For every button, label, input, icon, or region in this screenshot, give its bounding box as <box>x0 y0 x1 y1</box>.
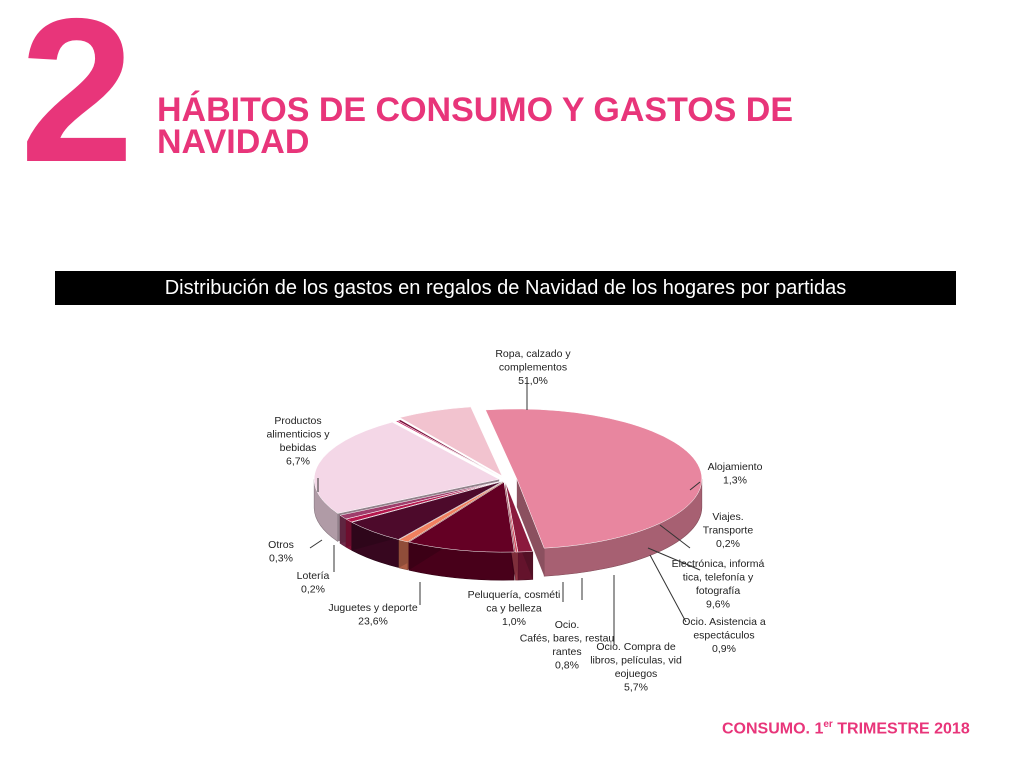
slice-label-line: 51,0% <box>518 375 548 387</box>
slice-label-line: Ocio. Asistencia a <box>682 616 766 628</box>
leader-line-2 <box>659 524 691 549</box>
slice-label-line: 0,3% <box>269 553 293 565</box>
pie-tops <box>313 406 703 553</box>
slice-label-line: fotografía <box>696 585 741 597</box>
slice-label-line: 5,7% <box>624 682 648 694</box>
slice-label-2: Viajes. Transporte 0,2% <box>703 511 754 550</box>
slice-label-11: Productos alimenticios y bebidas 6,7% <box>266 415 330 468</box>
footer-sup: er <box>823 719 833 730</box>
slice-label-line: 0,9% <box>712 643 736 655</box>
slice-label-line: 1,0% <box>502 616 526 628</box>
slice-label-9: Lotería 0,2% <box>297 570 330 596</box>
slice-label-line: 0,8% <box>555 660 579 672</box>
slice-label-4: Ocio. Asistencia a espectáculos 0,9% <box>682 616 766 655</box>
slice-label-5: Ocio. Compra de libros, películas, vid eoj… <box>590 641 682 694</box>
slice-label-line: Lotería <box>297 570 330 582</box>
footer-suffix: TRIMESTRE 2018 <box>832 720 970 738</box>
slice-label-line: 9,6% <box>706 599 730 611</box>
slice-label-line: Cafés, bares, restau <box>520 633 615 645</box>
slice-label-line: Otros <box>268 539 294 551</box>
leader-line-1 <box>689 481 701 491</box>
slice-label-line: Viajes. <box>712 511 743 523</box>
pie-slice-5 <box>351 481 503 540</box>
slice-label-0: Ropa, calzado y complementos 51,0% <box>495 348 571 387</box>
slice-label-3: Electrónica, informá tica, telefonía y fot… <box>672 558 765 611</box>
pie-slice-3 <box>408 481 515 553</box>
pie-labels: Ropa, calzado y complementos 51,0% Alojamie… <box>266 348 765 694</box>
pie-slice-cut <box>516 478 545 577</box>
slice-label-line: bebidas <box>280 442 317 454</box>
leader-line-4 <box>649 554 687 623</box>
pie-slice-7 <box>339 480 502 520</box>
slice-label-line: espectáculos <box>693 630 754 642</box>
slice-label-line: 0,2% <box>716 538 740 550</box>
slice-label-line: tica, telefonía y <box>683 572 754 584</box>
slice-label-line: rantes <box>552 646 581 658</box>
slice-label-line: eojuegos <box>615 668 658 680</box>
pie-slice-4 <box>398 481 503 543</box>
slice-label-6: Ocio. Cafés, bares, restau rantes 0,8% <box>520 619 615 672</box>
slice-label-line: Ropa, calzado y <box>495 348 571 360</box>
pie-slice-8 <box>313 421 500 514</box>
leader-line-3 <box>647 547 701 571</box>
slice-label-line: Ocio. Compra de <box>596 641 676 653</box>
section-number: 2 <box>20 0 134 205</box>
slice-label-line: Productos <box>274 415 321 427</box>
slice-label-line: 6,7% <box>286 456 310 468</box>
pie-slice-0 <box>485 408 703 549</box>
slice-label-10: Otros 0,3% <box>268 539 294 565</box>
slice-label-line: Alojamiento <box>708 461 763 473</box>
pie-slice-2 <box>504 482 519 553</box>
footer-prefix: CONSUMO. 1 <box>722 720 824 738</box>
slice-label-line: Ocio. <box>555 619 580 631</box>
leader-line-10 <box>309 539 323 549</box>
footer: CONSUMO. 1er TRIMESTRE 2018 <box>722 719 970 738</box>
slice-label-7: Peluquería, cosméti ca y belleza 1,0% <box>468 589 561 628</box>
slice-label-line: ca y belleza <box>486 603 542 615</box>
slice-label-1: Alojamiento 1,3% <box>708 461 763 487</box>
page-title: HÁBITOS DE CONSUMO Y GASTOS DE NAVIDAD <box>157 91 794 161</box>
slice-label-8: Juguetes y deporte 23,6% <box>328 602 417 628</box>
slice-label-line: complementos <box>499 362 567 374</box>
slice-label-line: 23,6% <box>358 616 388 628</box>
slice-label-line: 0,2% <box>301 584 325 596</box>
slice-label-line: Electrónica, informá <box>672 558 765 570</box>
slice-label-line: Peluquería, cosméti <box>468 589 561 601</box>
pie-slice-10 <box>396 419 503 479</box>
slice-label-line: alimenticios y <box>266 429 330 441</box>
slice-label-line: 1,3% <box>723 475 747 487</box>
slice-label-line: Juguetes y deporte <box>328 602 417 614</box>
chart-banner: Distribución de los gastos en regalos de… <box>55 271 956 305</box>
slice-label-line: Transporte <box>703 525 754 537</box>
pie-slice-11 <box>399 406 503 477</box>
slice-label-line: libros, películas, vid <box>590 655 682 667</box>
